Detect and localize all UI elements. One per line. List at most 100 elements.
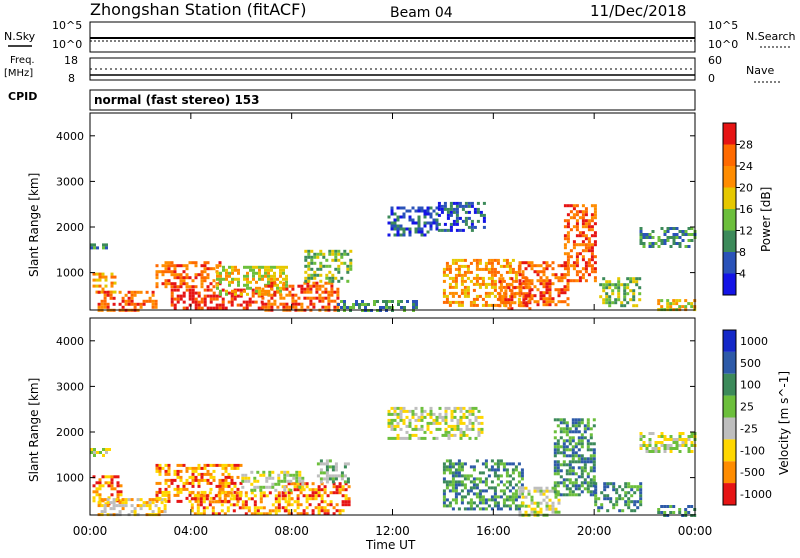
range-cell bbox=[675, 438, 679, 441]
velocity-data bbox=[90, 406, 697, 517]
range-cell bbox=[505, 261, 509, 265]
range-cell bbox=[241, 473, 245, 477]
range-cell bbox=[446, 216, 450, 220]
range-cell bbox=[586, 487, 590, 491]
scatter-region bbox=[639, 227, 697, 248]
range-cell bbox=[530, 297, 534, 301]
range-cell bbox=[571, 466, 575, 470]
range-cell bbox=[684, 438, 688, 441]
range-cell bbox=[173, 478, 177, 482]
range-cell bbox=[400, 300, 403, 303]
range-cell bbox=[397, 303, 400, 306]
range-cell bbox=[505, 504, 509, 508]
range-cell bbox=[530, 282, 534, 286]
range-cell bbox=[487, 504, 491, 508]
range-cell bbox=[319, 273, 323, 277]
range-cell bbox=[226, 506, 230, 510]
range-cell bbox=[163, 498, 167, 502]
range-cell bbox=[420, 436, 424, 440]
range-cell bbox=[648, 438, 652, 441]
range-cell bbox=[248, 297, 252, 301]
range-cell bbox=[335, 485, 339, 489]
range-cell bbox=[584, 249, 588, 253]
range-cell bbox=[415, 303, 418, 306]
range-cell bbox=[521, 501, 525, 505]
range-cell bbox=[454, 492, 458, 496]
range-cell bbox=[188, 481, 192, 485]
range-cell bbox=[493, 486, 497, 490]
range-cell bbox=[231, 265, 234, 269]
range-cell bbox=[252, 274, 255, 278]
range-cell bbox=[106, 302, 110, 306]
range-cell bbox=[648, 242, 652, 245]
range-cell bbox=[326, 512, 330, 516]
range-cell bbox=[435, 418, 439, 422]
range-cell bbox=[525, 292, 529, 296]
range-cell bbox=[481, 462, 485, 466]
range-cell bbox=[481, 507, 485, 511]
range-cell bbox=[648, 233, 652, 236]
range-cell bbox=[559, 418, 563, 422]
range-cell bbox=[179, 282, 183, 286]
range-cell bbox=[402, 227, 406, 231]
range-cell bbox=[223, 494, 227, 498]
station-title: Zhongshan Station (fitACF) bbox=[90, 0, 307, 19]
range-cell bbox=[490, 258, 494, 262]
range-cell bbox=[295, 470, 299, 474]
range-cell bbox=[415, 300, 418, 303]
range-cell bbox=[337, 252, 341, 256]
range-cell bbox=[273, 283, 276, 287]
range-cell bbox=[148, 501, 152, 505]
range-cell bbox=[508, 264, 512, 268]
range-cell bbox=[455, 207, 459, 211]
range-cell bbox=[511, 495, 515, 499]
range-cell bbox=[299, 491, 303, 495]
colorbar-tick-label: 8 bbox=[739, 246, 746, 259]
range-cell bbox=[592, 442, 596, 446]
range-cell bbox=[411, 412, 415, 416]
range-cell bbox=[256, 506, 260, 510]
range-cell bbox=[145, 504, 149, 508]
range-cell bbox=[566, 234, 570, 238]
range-cell bbox=[663, 239, 667, 242]
range-cell bbox=[642, 233, 646, 236]
range-cell bbox=[472, 483, 476, 487]
range-cell bbox=[453, 415, 457, 419]
range-cell bbox=[408, 227, 412, 231]
range-cell bbox=[252, 271, 255, 275]
range-cell bbox=[571, 430, 575, 434]
range-cell bbox=[450, 427, 454, 431]
range-cell bbox=[316, 255, 320, 259]
range-cell bbox=[173, 264, 177, 268]
range-cell bbox=[200, 466, 204, 470]
range-cell bbox=[230, 487, 234, 491]
range-cell bbox=[148, 507, 152, 511]
range-cell bbox=[527, 279, 531, 283]
range-cell bbox=[291, 299, 295, 303]
range-cell bbox=[246, 280, 249, 284]
range-cell bbox=[157, 510, 161, 514]
range-cell bbox=[251, 300, 255, 304]
range-cell bbox=[92, 284, 96, 288]
range-cell bbox=[675, 444, 679, 447]
range-cell bbox=[256, 512, 260, 516]
range-cell bbox=[267, 302, 271, 306]
range-cell bbox=[505, 498, 509, 502]
range-cell bbox=[580, 454, 584, 458]
range-cell bbox=[593, 234, 597, 238]
range-cell bbox=[527, 489, 531, 493]
range-cell bbox=[565, 421, 569, 425]
range-cell bbox=[669, 450, 673, 453]
range-cell bbox=[562, 454, 566, 458]
range-cell bbox=[185, 282, 189, 286]
range-cell bbox=[206, 306, 210, 310]
range-cell bbox=[435, 415, 439, 419]
range-cell bbox=[441, 433, 445, 437]
range-cell bbox=[164, 279, 168, 283]
range-cell bbox=[575, 204, 579, 208]
range-cell bbox=[565, 430, 569, 434]
range-cell bbox=[611, 283, 615, 287]
range-cell bbox=[170, 291, 174, 295]
range-cell bbox=[203, 303, 207, 307]
range-cell bbox=[170, 261, 174, 265]
